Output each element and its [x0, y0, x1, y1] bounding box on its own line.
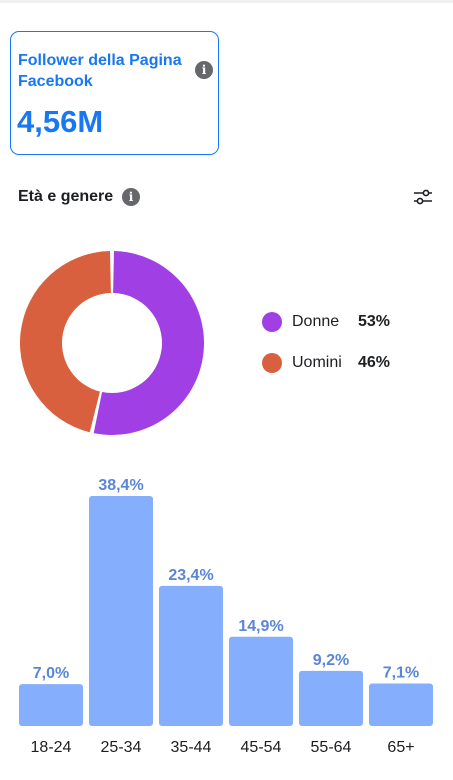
bar-18-24[interactable] [19, 684, 83, 726]
legend-label-men: Uomini [292, 354, 342, 371]
legend-value-men: 46% [358, 354, 391, 371]
followers-card-title: Follower della Pagina Facebook [18, 52, 182, 90]
legend-dot-men [262, 353, 282, 373]
age-bar-chart: 7,0% 18-24 38,4% 25-34 23,4% 35-44 14,9% 45-54 9… [19, 477, 433, 756]
section-title: Età e genere [18, 188, 114, 205]
legend-value-women: 53% [358, 313, 391, 330]
bar-category-label: 45-54 [241, 739, 282, 756]
bar-category-label: 65+ [387, 739, 414, 756]
bar-data-label: 7,0% [33, 665, 69, 682]
bar-data-label: 23,4% [168, 567, 213, 584]
followers-count: 4,56M [17, 104, 104, 139]
bar-45-54[interactable] [229, 636, 293, 726]
bar-35-44[interactable] [159, 585, 223, 726]
info-icon[interactable]: i [195, 61, 213, 79]
bar-data-label: 38,4% [98, 477, 143, 494]
bar-category-label: 55-64 [311, 739, 352, 756]
bar-category-label: 25-34 [101, 739, 142, 756]
bar-25-34[interactable] [89, 496, 153, 726]
gender-donut-chart [19, 251, 204, 435]
bar-data-label: 14,9% [238, 618, 283, 635]
donut-slice-donne[interactable] [93, 251, 204, 435]
bar-data-label: 9,2% [313, 652, 349, 669]
legend-label-women: Donne [292, 313, 340, 330]
page-followers-card[interactable]: Follower della Pagina Facebook i 4,56M [10, 31, 219, 155]
bar-category-label: 35-44 [171, 739, 212, 756]
legend-dot-women [262, 312, 282, 332]
filter-sliders-icon[interactable] [412, 186, 434, 208]
bar-65+[interactable] [369, 683, 433, 726]
donut-slice-uomini[interactable] [19, 251, 111, 433]
bar-category-label: 18-24 [31, 739, 72, 756]
bar-data-label: 7,1% [383, 664, 419, 681]
info-icon[interactable]: i [122, 188, 140, 206]
top-divider [0, 0, 453, 3]
bar-55-64[interactable] [299, 670, 363, 726]
